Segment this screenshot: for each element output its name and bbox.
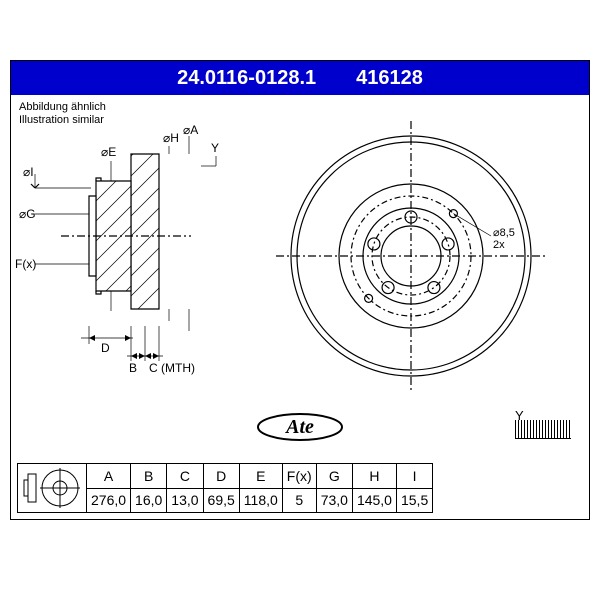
label-A: ⌀A	[183, 123, 198, 137]
label-F: F(x)	[15, 257, 36, 271]
col-D: D	[203, 464, 239, 489]
label-D: D	[101, 341, 110, 355]
part-number-short: 416128	[356, 67, 423, 90]
col-F: F(x)	[282, 464, 316, 489]
label-B: B	[129, 361, 137, 375]
label-Y: Y	[211, 141, 219, 155]
val-F: 5	[282, 488, 316, 513]
side-section-view: ⌀I ⌀G ⌀E F(x) ⌀H	[15, 116, 251, 375]
val-C: 13,0	[167, 488, 203, 513]
label-H: ⌀H	[163, 131, 179, 145]
col-I: I	[396, 464, 432, 489]
val-H: 145,0	[352, 488, 396, 513]
col-B: B	[131, 464, 167, 489]
val-G: 73,0	[316, 488, 352, 513]
label-G: ⌀G	[19, 207, 36, 221]
header-band: 24.0116-0128.1 416128	[11, 61, 589, 95]
ate-logo-icon: Ate	[255, 410, 345, 444]
val-I: 15,5	[396, 488, 432, 513]
col-E: E	[239, 464, 282, 489]
brand-logo: Ate	[255, 410, 345, 451]
svg-text:Ate: Ate	[284, 416, 314, 438]
label-C: C (MTH)	[149, 361, 195, 375]
val-A: 276,0	[87, 488, 131, 513]
hole-dia-label: ⌀8,5	[493, 227, 515, 239]
val-B: 16,0	[131, 488, 167, 513]
label-E: ⌀E	[101, 145, 116, 159]
col-C: C	[167, 464, 203, 489]
spec-table: A B C D E F(x) G H I 276,0 16,0 13,0 69,…	[17, 463, 433, 513]
col-G: G	[316, 464, 352, 489]
hole-qty-label: 2x	[493, 239, 505, 251]
spec-card: 24.0116-0128.1 416128 Abbildung ähnlich …	[10, 60, 590, 520]
val-D: 69,5	[203, 488, 239, 513]
front-view: ⌀8,5 2x	[276, 121, 546, 391]
disc-icon-cell	[18, 464, 87, 513]
col-H: H	[352, 464, 396, 489]
technical-drawing: ⌀I ⌀G ⌀E F(x) ⌀H	[11, 116, 591, 446]
serration-icon	[515, 425, 571, 439]
table-header-row: A B C D E F(x) G H I	[18, 464, 433, 489]
col-A: A	[87, 464, 131, 489]
y-detail: Y	[515, 408, 571, 439]
part-number-long: 24.0116-0128.1	[177, 67, 316, 90]
caption-de: Abbildung ähnlich	[19, 101, 106, 114]
brake-disc-icon	[22, 466, 82, 510]
val-E: 118,0	[239, 488, 282, 513]
label-I: ⌀I	[23, 165, 34, 179]
